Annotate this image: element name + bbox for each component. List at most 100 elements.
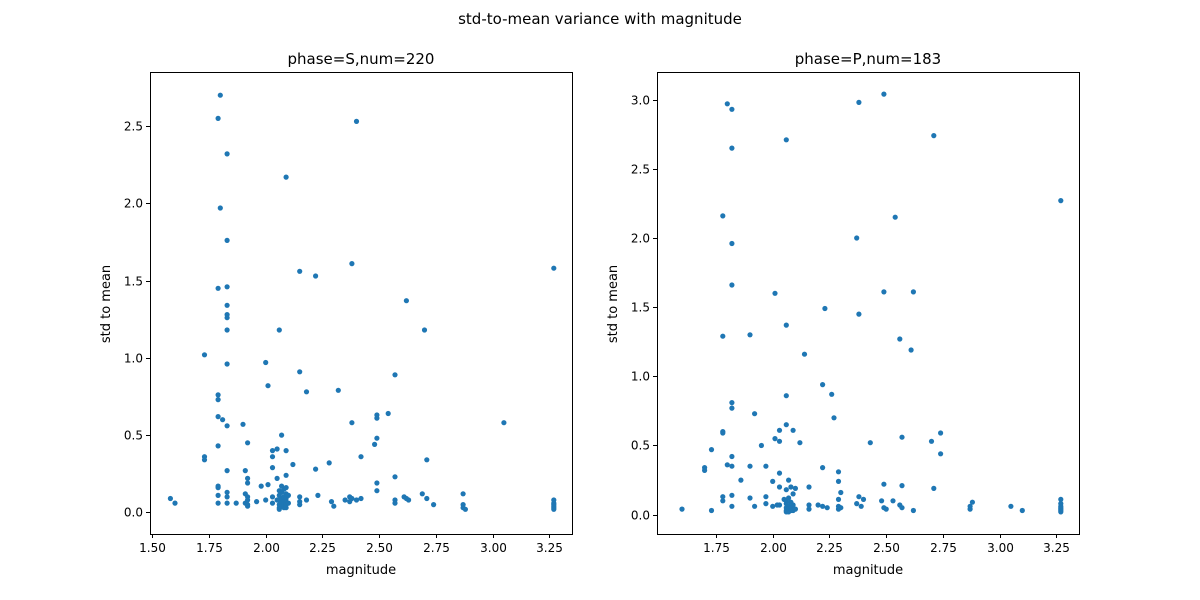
scatter-point <box>720 333 726 339</box>
scatter-point <box>822 305 828 312</box>
ticks: 1.50 1.75 2.00 2.25 2.50 2.75 3.00 3.25 0.0 0.5 1.… <box>124 120 563 556</box>
x-tick-label: 2.50 <box>873 541 900 555</box>
scatter-point <box>269 448 276 454</box>
scatter-point <box>806 506 812 512</box>
scatter-point <box>240 421 246 427</box>
scatter-point <box>224 361 230 367</box>
scatter-point <box>283 505 289 511</box>
scatter-point <box>910 507 917 514</box>
scatter-point <box>1058 198 1064 204</box>
scatter-point <box>783 393 789 399</box>
y-tick-label: 0.5 <box>631 439 650 453</box>
scatter-point <box>424 457 430 463</box>
scatter-point <box>501 420 507 426</box>
scatter-point <box>892 214 898 220</box>
scatter-point <box>747 495 753 501</box>
y-tick-label: 2.5 <box>631 163 650 177</box>
ticks: 1.75 2.00 2.25 2.50 2.75 3.00 3.25 0.0 0.5 1.0 1.5… <box>631 94 1070 556</box>
scatter-point <box>245 475 251 481</box>
scatter-point <box>201 457 208 463</box>
scatter-point <box>215 392 221 398</box>
scatter-point <box>274 475 280 481</box>
scatter-point <box>854 501 860 507</box>
x-tick-label: 2.25 <box>309 541 336 555</box>
scatter-point <box>897 336 903 342</box>
scatter-point <box>242 468 248 474</box>
scatter-point <box>729 400 735 406</box>
subplot-title: phase=P,num=183 <box>795 50 941 68</box>
scatter-point <box>729 463 735 469</box>
scatter-point <box>215 285 221 291</box>
scatter-point <box>392 474 398 480</box>
scatter-point <box>967 506 973 512</box>
scatter-point <box>854 235 860 241</box>
scatter-point <box>224 327 230 333</box>
scatter-point <box>881 289 887 295</box>
scatter-point <box>747 463 753 469</box>
scatter-point <box>931 485 937 491</box>
axes-frame <box>657 72 1080 535</box>
scatter-point <box>776 470 783 476</box>
data-points <box>167 92 557 512</box>
scatter-point <box>217 92 223 98</box>
subplot-title: phase=S,num=220 <box>288 50 435 68</box>
x-tick-label: 2.00 <box>253 541 280 555</box>
scatter-point <box>867 440 873 446</box>
scatter-point <box>335 387 341 393</box>
scatter-point <box>838 489 844 496</box>
scatter-point <box>224 302 230 308</box>
scatter-point <box>217 205 223 211</box>
scatter-point <box>792 485 799 491</box>
y-tick-label: 2.5 <box>124 120 143 134</box>
scatter-point <box>392 500 398 506</box>
scatter-point <box>835 469 842 475</box>
scatter-point <box>938 451 944 457</box>
scatter-point <box>835 496 842 502</box>
scatter-point <box>786 477 792 483</box>
axes-frame <box>150 72 573 535</box>
scatter-point <box>792 506 799 512</box>
scatter-point <box>326 460 332 466</box>
scatter-point <box>931 133 937 139</box>
scatter-point <box>431 502 437 508</box>
scatter-point <box>786 495 792 501</box>
scatter-point <box>772 436 778 442</box>
y-tick-label: 1.0 <box>124 352 143 366</box>
scatter-point <box>403 298 409 304</box>
scatter-point <box>374 435 380 441</box>
scatter-point <box>374 415 380 421</box>
scatter-point <box>276 327 282 333</box>
scatter-point <box>172 500 178 506</box>
scatter-point <box>856 494 862 500</box>
x-tick-label: 3.25 <box>1043 541 1070 555</box>
scatter-point <box>776 427 783 433</box>
scatter-point <box>829 391 835 397</box>
scatter-point <box>969 499 976 505</box>
scatter-point <box>297 494 303 500</box>
scatter-point <box>269 465 276 471</box>
scatter-point <box>258 483 264 489</box>
scatter-point <box>776 438 783 444</box>
scatter-point <box>313 273 319 279</box>
x-axis-label: magnitude <box>833 563 903 578</box>
scatter-point <box>285 500 291 506</box>
scatter-point <box>215 492 221 498</box>
x-tick-label: 1.75 <box>703 541 730 555</box>
scatter-point <box>349 420 355 426</box>
subplot-phase-s: phase=S,num=220 magnitude std to mean 1.… <box>99 50 573 578</box>
x-tick-label: 3.00 <box>480 541 507 555</box>
scatter-point <box>724 462 730 468</box>
scatter-point <box>269 454 276 460</box>
x-axis-label: magnitude <box>326 563 396 578</box>
scatter-point <box>274 446 280 452</box>
x-tick-label: 2.00 <box>760 541 787 555</box>
scatter-point <box>776 484 783 490</box>
x-tick-label: 1.75 <box>196 541 223 555</box>
scatter-point <box>297 502 303 508</box>
scatter-point <box>265 383 271 389</box>
scatter-point <box>806 484 812 490</box>
scatter-point <box>758 442 765 449</box>
scatter-point <box>331 503 337 509</box>
scatter-point <box>224 423 230 429</box>
scatter-point <box>265 482 271 488</box>
